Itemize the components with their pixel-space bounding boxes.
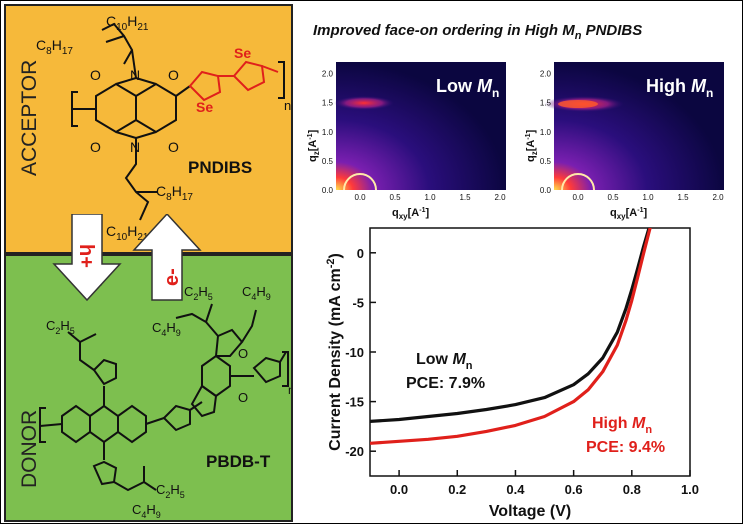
giwaxs-low-xtick: 1.0 [424, 193, 436, 202]
alkyl-c2h5-bottom: C2H5 [156, 482, 185, 500]
giwaxs-low-label: Low Mn [436, 76, 499, 100]
atom-o-1: O [90, 67, 101, 83]
giwaxs-low-ytick: 0.5 [322, 157, 334, 166]
annotation-low-pce: PCE: 7.9% [406, 375, 485, 392]
giwaxs-low-xtick: 0.5 [389, 193, 401, 202]
acceptor-panel: ACCEPTOR [4, 4, 293, 254]
jv-ytick-label: 0 [357, 246, 364, 261]
giwaxs-high-ytick: 0.0 [540, 186, 552, 195]
jv-yticks: 0 -5 -10 -15 -20 [345, 246, 376, 459]
jv-xlabel: Voltage (V) [489, 503, 571, 520]
giwaxs-high-ytick: 1.0 [540, 128, 552, 137]
sub-c10h21-top: C10H21 [106, 13, 149, 33]
giwaxs-low-ytick: 2.0 [322, 70, 334, 79]
giwaxs-low-ytick: 1.0 [322, 128, 334, 137]
charge-transfer-arrows: h+ e- [52, 214, 202, 302]
giwaxs-low-map [336, 62, 506, 190]
jv-xtick-label: 0.2 [448, 482, 466, 497]
jv-series-low-mn [370, 228, 651, 423]
giwaxs-high-xtick: 2.0 [712, 193, 724, 202]
atom-se-1: Se [196, 99, 213, 115]
giwaxs-low-xtick: 0.0 [354, 193, 366, 202]
giwaxs-high-label: High Mn [646, 76, 713, 100]
acceptor-name: PNDIBS [188, 158, 253, 177]
jv-xtick-label: 0.4 [506, 482, 525, 497]
giwaxs-high-xtick: 1.0 [642, 193, 654, 202]
giwaxs-high-xlabel: qxy[A-1] [610, 207, 647, 221]
alkyl-c4h9-mid: C4H9 [152, 320, 181, 338]
atom-se-2: Se [234, 45, 251, 61]
jv-xticks: 0.0 0.2 0.4 0.6 0.8 1.0 [390, 470, 699, 497]
atom-n-bottom: N [130, 139, 140, 155]
giwaxs-low: Low Mn 0.0 0.5 1.0 1.5 2.0 0.0 0.5 1.0 1.5 2.0 q… [307, 62, 506, 221]
sub-c8h17-bottom: C8H17 [156, 183, 193, 203]
atom-o-donor-1: O [238, 346, 248, 361]
hole-arrow [52, 214, 122, 302]
giwaxs-low-ytick: 0.0 [322, 186, 334, 195]
atom-o-3: O [90, 139, 101, 155]
giwaxs-high-band-core [558, 100, 598, 108]
jv-series-high-mn [370, 228, 652, 445]
jv-ytick-label: -10 [345, 345, 364, 360]
donor-name: PBDB-T [206, 452, 271, 471]
annotation-low-mn: Low Mn [416, 351, 473, 372]
giwaxs-low-xlabel: qxy[A-1] [392, 207, 429, 221]
donor-panel: DONOR [4, 254, 293, 522]
jv-xtick-label: 0.0 [390, 482, 408, 497]
jv-chart: 0 -5 -10 -15 -20 0.0 0.2 0.4 0.6 0.8 1.0 Voltage … [325, 227, 699, 520]
atom-n-top: N [130, 67, 140, 83]
giwaxs-high-xtick: 0.0 [572, 193, 584, 202]
headline: Improved face-on ordering in High Mn PND… [313, 22, 643, 42]
giwaxs-low-ytick: 1.5 [322, 99, 334, 108]
alkyl-c2h5-right: C2H5 [184, 284, 213, 302]
jv-series-group [370, 228, 652, 445]
giwaxs-low-band [334, 96, 394, 110]
repeat-n-acceptor: n [284, 98, 291, 113]
atom-o-2: O [168, 67, 179, 83]
sub-c8h17-top: C8H17 [36, 37, 73, 57]
giwaxs-high-map [554, 62, 724, 190]
giwaxs-high-ytick: 1.5 [540, 99, 552, 108]
jv-ytick-label: -20 [345, 444, 364, 459]
pndibs-structure: C10H21 C8H17 N O O N O O C8H17 C10H21 n … [36, 13, 291, 243]
alkyl-c2h5-left: C2H5 [46, 318, 75, 336]
atom-o-4: O [168, 139, 179, 155]
giwaxs-low-xticks: 0.0 0.5 1.0 1.5 2.0 [354, 193, 506, 202]
jv-xtick-label: 0.8 [623, 482, 641, 497]
electron-arrow [132, 214, 202, 301]
giwaxs-high-ytick: 0.5 [540, 157, 552, 166]
annotation-high-pce: PCE: 9.4% [586, 439, 665, 456]
jv-xtick-label: 0.6 [565, 482, 583, 497]
sub-c10h21-bottom: C10H21 [106, 223, 149, 243]
giwaxs-high-ylabel: qz[A-1] [525, 129, 539, 162]
giwaxs-low-ylabel: qz[A-1] [307, 129, 321, 162]
alkyl-c4h9-bottom: C4H9 [132, 502, 161, 520]
jv-ytick-label: -15 [345, 395, 364, 410]
giwaxs-low-yticks: 0.0 0.5 1.0 1.5 2.0 [322, 70, 334, 195]
giwaxs-high-yticks: 0.0 0.5 1.0 1.5 2.0 [540, 70, 552, 195]
repeat-n-donor: n [288, 383, 291, 397]
giwaxs-high-xtick: 0.5 [607, 193, 619, 202]
jv-ytick-label: -5 [352, 295, 364, 310]
jv-xtick-label: 1.0 [681, 482, 699, 497]
giwaxs-high-xtick: 1.5 [677, 193, 689, 202]
giwaxs-high: High Mn 0.00.51.01.52.0 0.0 0.5 1.0 1.5 2.0 … [525, 62, 724, 221]
atom-o-donor-2: O [238, 390, 248, 405]
alkyl-c4h9-right: C4H9 [242, 284, 271, 302]
annotation-high-mn: High Mn [592, 415, 652, 436]
jv-ylabel: Current Density (mA cm-2) [325, 253, 344, 451]
electron-label: e- [161, 268, 183, 286]
giwaxs-high-ytick: 2.0 [540, 70, 552, 79]
hole-label: h+ [75, 244, 97, 268]
giwaxs-high-xticks: 0.0 0.5 1.0 1.5 2.0 [572, 193, 724, 202]
giwaxs-low-xtick: 2.0 [494, 193, 506, 202]
giwaxs-low-xtick: 1.5 [459, 193, 471, 202]
